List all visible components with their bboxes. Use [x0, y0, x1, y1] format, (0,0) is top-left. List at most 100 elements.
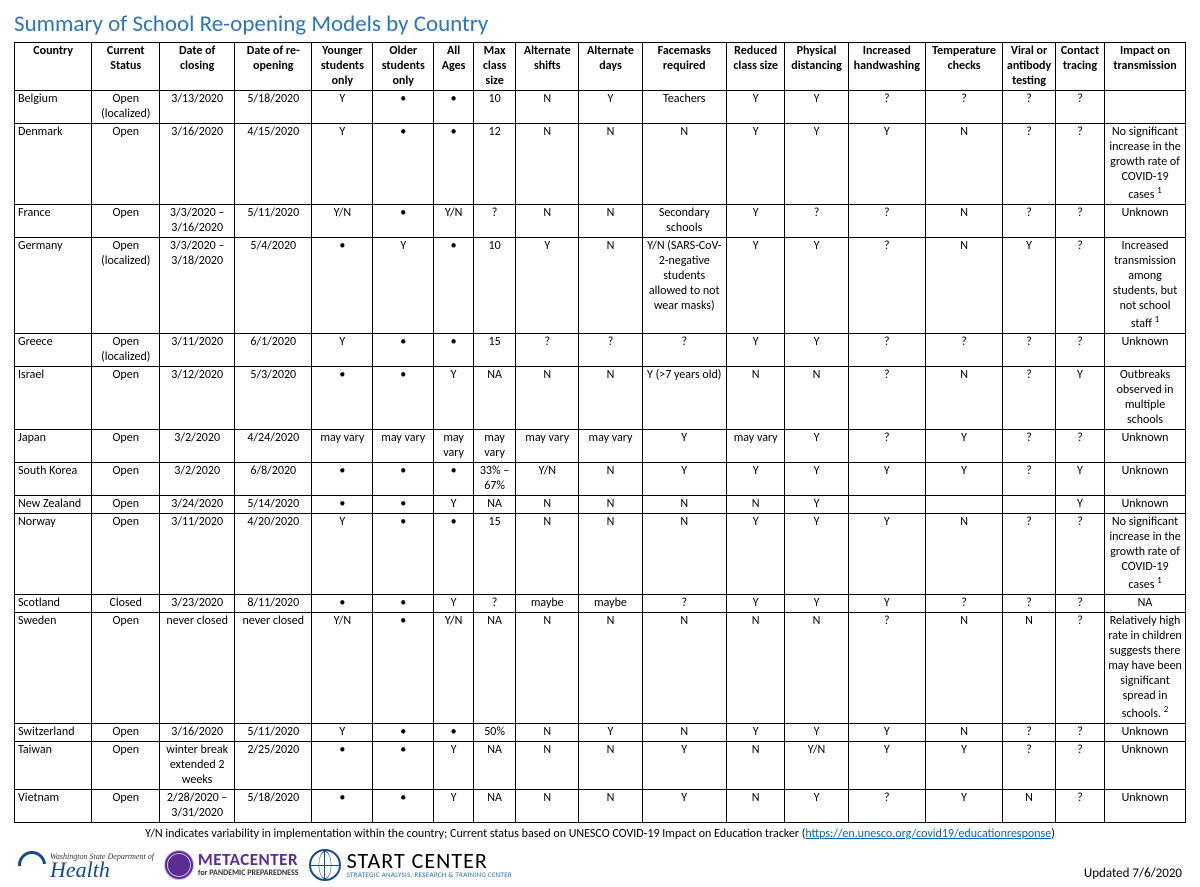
data-cell: may vary: [579, 430, 642, 463]
data-cell: N: [726, 742, 785, 790]
data-cell: [848, 496, 925, 514]
footnote-link[interactable]: https://en.unesco.org/covid19/educationr…: [805, 827, 1051, 841]
data-cell: N: [785, 367, 848, 430]
data-cell: ?: [474, 595, 516, 613]
data-cell: Open (localized): [92, 238, 160, 334]
data-cell: Y: [642, 430, 726, 463]
data-cell: 3/11/2020: [160, 514, 235, 595]
data-cell: Y: [785, 430, 848, 463]
data-cell: Y: [785, 91, 848, 124]
data-cell: Open: [92, 496, 160, 514]
data-cell: Y/N: [434, 613, 474, 724]
data-cell: 15: [474, 514, 516, 595]
data-cell: Unknown: [1105, 496, 1186, 514]
data-cell: Relatively high rate in children suggest…: [1105, 613, 1186, 724]
data-cell: ?: [1055, 514, 1104, 595]
data-cell: ?: [1003, 595, 1056, 613]
column-header: Current Status: [92, 43, 160, 91]
country-cell: Japan: [15, 430, 92, 463]
country-cell: Scotland: [15, 595, 92, 613]
data-cell: 3/2/2020: [160, 430, 235, 463]
data-cell: N: [925, 124, 1002, 205]
data-cell: Closed: [92, 595, 160, 613]
data-cell: ?: [1003, 430, 1056, 463]
data-cell: N: [579, 463, 642, 496]
data-cell: N: [925, 514, 1002, 595]
data-cell: Y: [785, 790, 848, 823]
reopening-table: CountryCurrent StatusDate of closingDate…: [14, 42, 1186, 823]
data-cell: 2/28/2020 – 3/31/2020: [160, 790, 235, 823]
data-cell: ?: [1003, 463, 1056, 496]
data-cell: •: [373, 334, 434, 367]
country-cell: Israel: [15, 367, 92, 430]
data-cell: N: [925, 238, 1002, 334]
data-cell: Y: [785, 238, 848, 334]
data-cell: N: [516, 205, 579, 238]
data-cell: Y: [785, 724, 848, 742]
data-cell: Unknown: [1105, 463, 1186, 496]
data-cell: Unknown: [1105, 724, 1186, 742]
data-cell: •: [373, 595, 434, 613]
column-header: Older students only: [373, 43, 434, 91]
data-cell: Unknown: [1105, 790, 1186, 823]
data-cell: 15: [474, 334, 516, 367]
data-cell: •: [373, 790, 434, 823]
data-cell: 3/2/2020: [160, 463, 235, 496]
data-cell: ?: [1003, 367, 1056, 430]
data-cell: Y: [312, 124, 373, 205]
data-cell: Y: [925, 790, 1002, 823]
data-cell: Open: [92, 205, 160, 238]
data-cell: •: [312, 238, 373, 334]
data-cell: Unknown: [1105, 334, 1186, 367]
column-header: Increased handwashing: [848, 43, 925, 91]
data-cell: 12: [474, 124, 516, 205]
data-cell: ?: [848, 613, 925, 724]
data-cell: N: [516, 790, 579, 823]
table-row: GreeceOpen (localized)3/11/20206/1/2020Y…: [15, 334, 1186, 367]
data-cell: Unknown: [1105, 205, 1186, 238]
data-cell: N: [642, 496, 726, 514]
data-cell: 3/24/2020: [160, 496, 235, 514]
data-cell: Y: [726, 238, 785, 334]
data-cell: ?: [642, 334, 726, 367]
data-cell: Y: [785, 595, 848, 613]
data-cell: N: [642, 724, 726, 742]
data-cell: 4/20/2020: [235, 514, 312, 595]
data-cell: ?: [579, 334, 642, 367]
data-cell: N: [1003, 613, 1056, 724]
data-cell: Y: [848, 742, 925, 790]
data-cell: ?: [1003, 742, 1056, 790]
column-header: Physical distancing: [785, 43, 848, 91]
data-cell: N: [642, 124, 726, 205]
data-cell: 3/3/2020 – 3/16/2020: [160, 205, 235, 238]
data-cell: Y: [726, 205, 785, 238]
data-cell: Open (localized): [92, 334, 160, 367]
country-cell: Vietnam: [15, 790, 92, 823]
column-header: Max class size: [474, 43, 516, 91]
data-cell: •: [434, 334, 474, 367]
data-cell: •: [373, 742, 434, 790]
data-cell: •: [434, 724, 474, 742]
country-cell: Switzerland: [15, 724, 92, 742]
data-cell: Y: [848, 724, 925, 742]
data-cell: 3/11/2020: [160, 334, 235, 367]
data-cell: Y: [373, 238, 434, 334]
country-cell: Taiwan: [15, 742, 92, 790]
data-cell: ?: [1055, 205, 1104, 238]
data-cell: N: [642, 514, 726, 595]
start-center-wordmark: START CENTER: [347, 851, 512, 871]
data-cell: •: [312, 790, 373, 823]
data-cell: 3/3/2020 – 3/18/2020: [160, 238, 235, 334]
data-cell: Y: [848, 595, 925, 613]
data-cell: 4/15/2020: [235, 124, 312, 205]
footer-logos: Washington State Department of Health ME…: [18, 849, 512, 881]
metacenter-tagline: for PANDEMIC PREPAREDNESS: [198, 868, 299, 878]
data-cell: N: [726, 367, 785, 430]
data-cell: Unknown: [1105, 430, 1186, 463]
data-cell: •: [373, 496, 434, 514]
data-cell: Y: [434, 367, 474, 430]
data-cell: Open: [92, 367, 160, 430]
data-cell: 3/12/2020: [160, 367, 235, 430]
column-header: Viral or antibody testing: [1003, 43, 1056, 91]
country-cell: South Korea: [15, 463, 92, 496]
